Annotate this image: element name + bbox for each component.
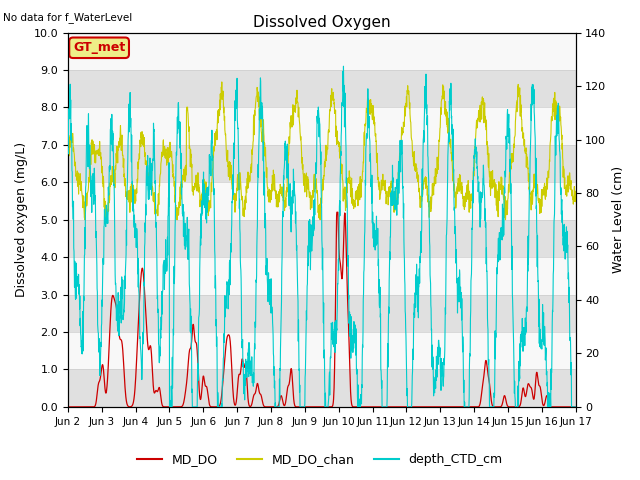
Legend: MD_DO, MD_DO_chan, depth_CTD_cm: MD_DO, MD_DO_chan, depth_CTD_cm: [132, 448, 508, 471]
Y-axis label: Water Level (cm): Water Level (cm): [612, 166, 625, 273]
Text: No data for f_WaterLevel: No data for f_WaterLevel: [3, 12, 132, 23]
Bar: [68, 370, 575, 407]
Title: Dissolved Oxygen: Dissolved Oxygen: [253, 15, 390, 30]
Bar: [68, 257, 575, 295]
Bar: [68, 33, 575, 70]
Text: GT_met: GT_met: [73, 41, 125, 54]
Bar: [68, 332, 575, 370]
Y-axis label: Dissolved oxygen (mg/L): Dissolved oxygen (mg/L): [15, 142, 28, 297]
Bar: [68, 108, 575, 145]
Bar: [68, 220, 575, 257]
Bar: [68, 182, 575, 220]
Bar: [68, 295, 575, 332]
Bar: [68, 70, 575, 108]
Bar: [68, 145, 575, 182]
